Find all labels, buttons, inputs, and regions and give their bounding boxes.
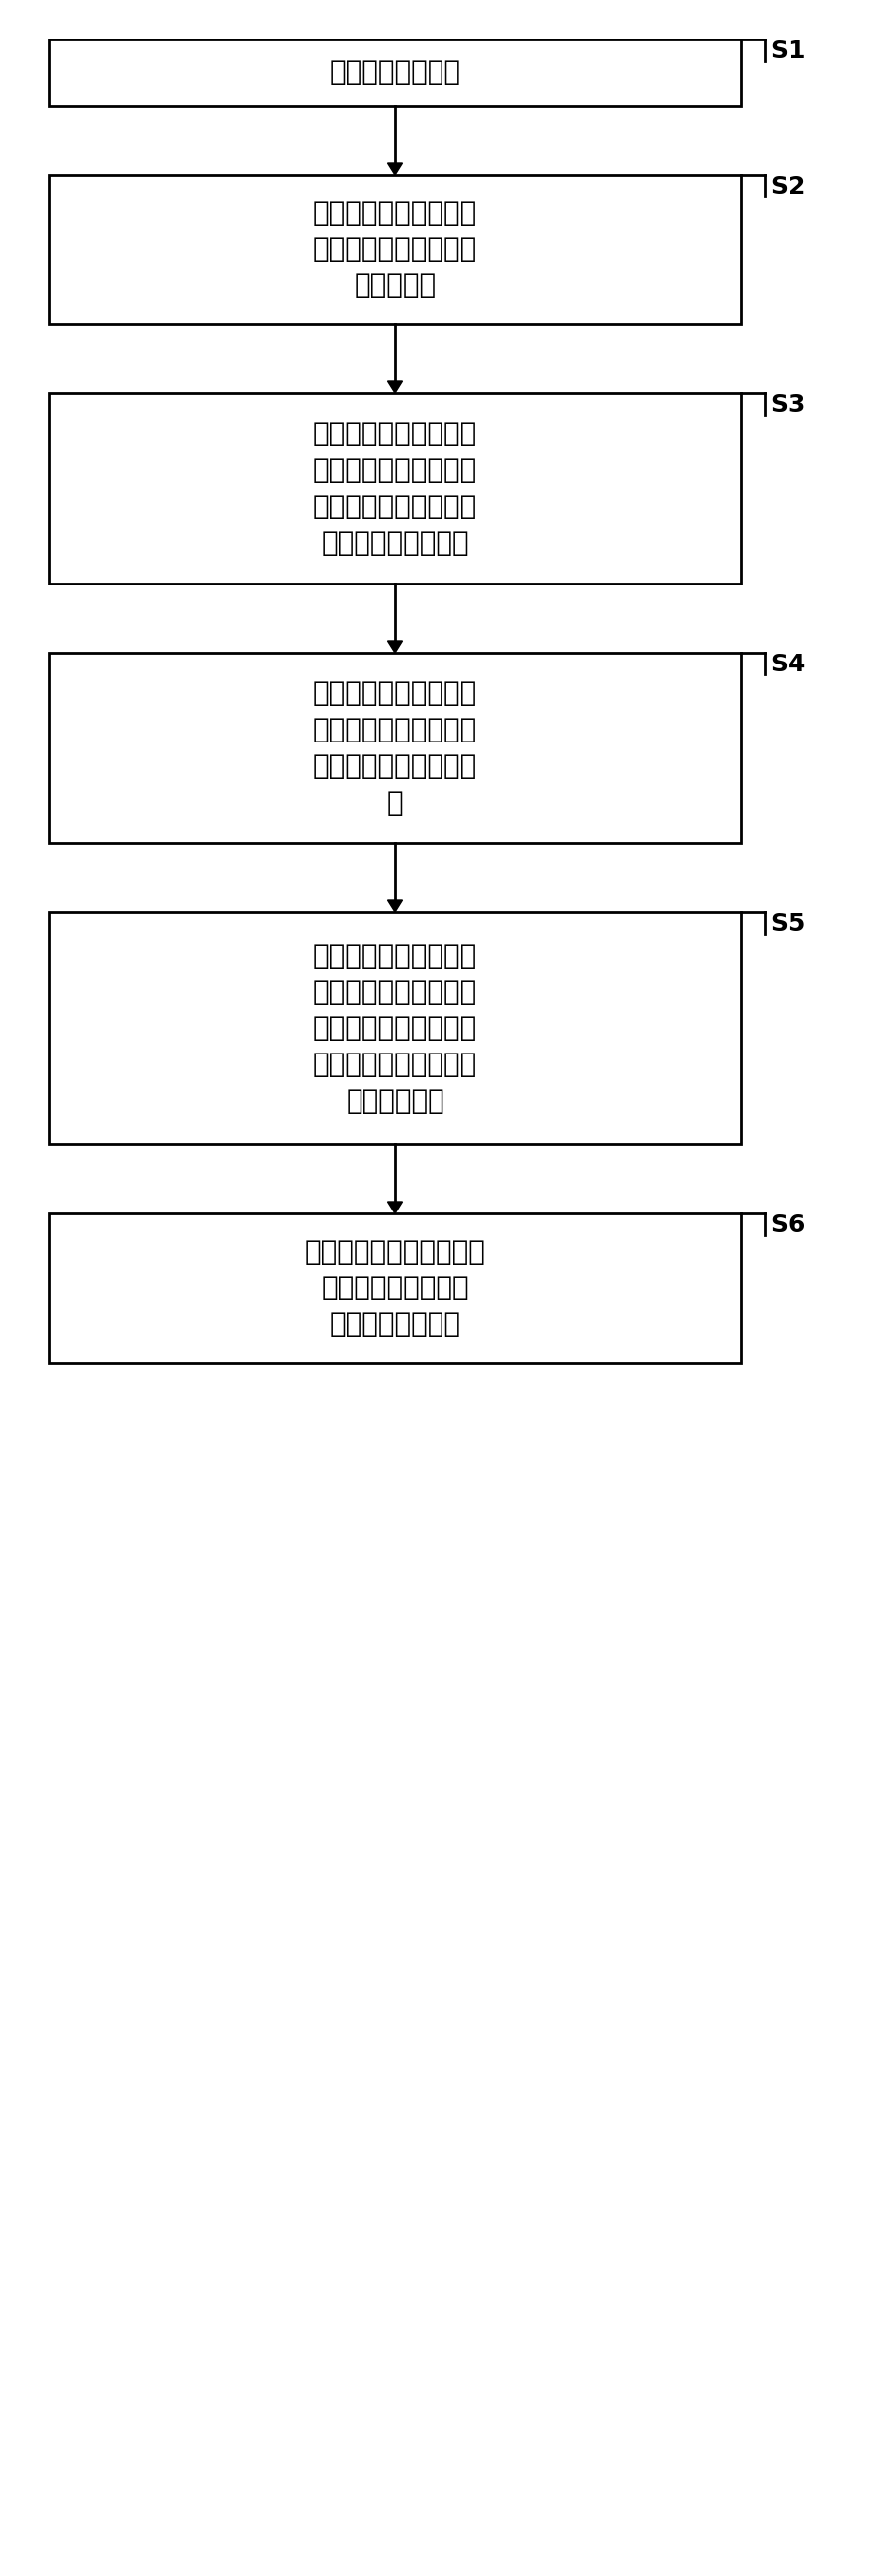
Bar (49, 175, 740, 325)
Polygon shape (388, 641, 402, 652)
Text: S5: S5 (770, 912, 804, 935)
Bar (49, 652, 740, 842)
Bar (49, 912, 740, 1144)
Polygon shape (388, 162, 402, 175)
Bar (49, 394, 740, 585)
Text: S6: S6 (770, 1213, 804, 1236)
Text: S2: S2 (770, 175, 804, 198)
Polygon shape (388, 381, 402, 394)
Polygon shape (388, 1200, 402, 1213)
Text: S1: S1 (770, 39, 804, 64)
Text: 引导被测的遗传信息载
体脱氧核糖核酸分子进
入薄膜间隙: 引导被测的遗传信息载 体脱氧核糖核酸分子进 入薄膜间隙 (313, 198, 477, 299)
Text: 工作在盖革模式下的雪
崩二极管阵列获取聚乙
烯的电子分布，通过快
电子学输出给计算机: 工作在盖革模式下的雪 崩二极管阵列获取聚乙 烯的电子分布，通过快 电子学输出给计… (313, 420, 477, 556)
Polygon shape (388, 902, 402, 912)
Text: 从雪崩二极管阵列输出
的高速信号中重建时间
和随时间变化的位置信
息: 从雪崩二极管阵列输出 的高速信号中重建时间 和随时间变化的位置信 息 (313, 680, 477, 817)
Text: 生成薄膜间隙结构: 生成薄膜间隙结构 (329, 59, 460, 88)
Bar (49, 1213, 740, 1363)
Text: 通过反演系统响应矩阵，
计算带有次序的核苷
酸种类组成的向量: 通过反演系统响应矩阵， 计算带有次序的核苷 酸种类组成的向量 (305, 1239, 485, 1337)
Text: 采用已知的遗传信息载
体脱氧核糖核酸片段测
试工作在盖革模式下的
所述雪崩二级管阵列的
系统响应矩阵: 采用已知的遗传信息载 体脱氧核糖核酸片段测 试工作在盖革模式下的 所述雪崩二级管… (313, 943, 477, 1115)
Bar (49, 39, 740, 106)
Text: S3: S3 (770, 394, 804, 417)
Text: S4: S4 (770, 652, 804, 677)
